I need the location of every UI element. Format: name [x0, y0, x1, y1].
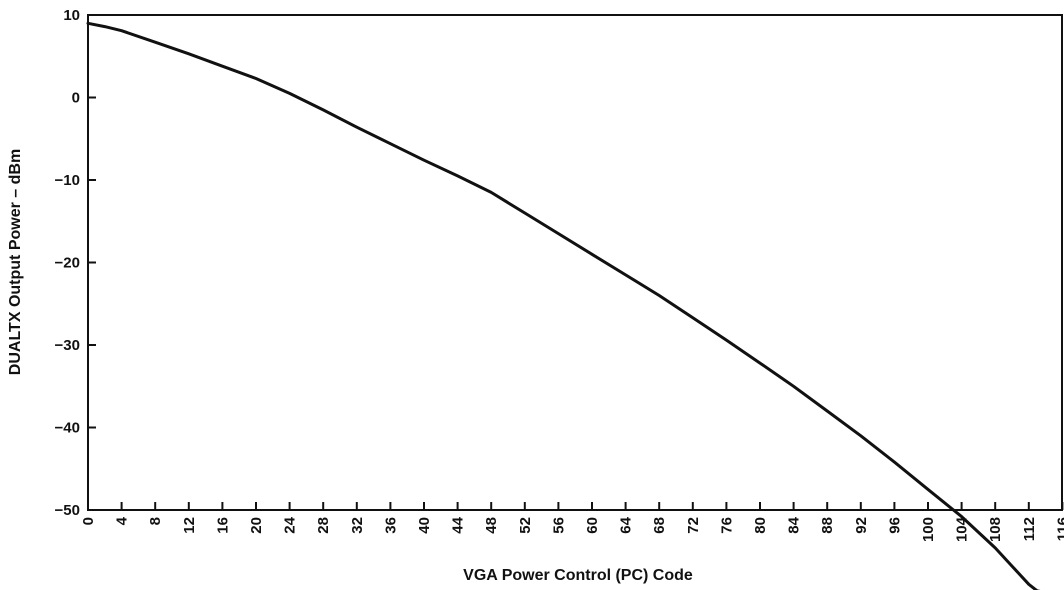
x-tick-label: 56 — [550, 517, 567, 534]
y-tick-label: 0 — [72, 90, 80, 107]
x-axis-ticks: 0 4 8 12 16 20 24 28 32 36 40 44 48 52 56 60 64 68 72 76 80 8… — [80, 502, 1064, 542]
x-tick-label: 28 — [315, 517, 332, 534]
series-line — [86, 21, 1041, 590]
x-tick-label: 84 — [786, 516, 803, 533]
x-axis-title: VGA Power Control (PC) Code — [463, 567, 693, 584]
x-tick-label: 32 — [349, 517, 366, 534]
y-tick-label: −20 — [55, 255, 80, 272]
x-tick-label: 72 — [685, 517, 702, 534]
x-tick-label: 44 — [450, 516, 467, 533]
x-tick-label: 8 — [147, 517, 164, 525]
y-tick-label: −50 — [55, 502, 80, 519]
y-tick-label: −10 — [55, 172, 80, 189]
x-tick-label: 76 — [718, 517, 735, 534]
x-tick-label: 52 — [517, 517, 534, 534]
x-tick-label: 112 — [1021, 517, 1038, 541]
x-tick-label: 116 — [1054, 517, 1064, 541]
x-tick-label: 96 — [886, 517, 903, 534]
x-tick-label: 12 — [181, 517, 198, 534]
x-tick-label: 68 — [651, 517, 668, 534]
y-tick-label: 10 — [63, 7, 80, 24]
x-tick-label: 4 — [114, 516, 131, 525]
y-tick-label: −30 — [55, 337, 80, 354]
y-axis-ticks: 10 0 −10 −20 −30 −40 −50 — [55, 7, 96, 519]
x-tick-label: 88 — [819, 517, 836, 534]
x-tick-label: 64 — [618, 516, 635, 533]
x-tick-label: 80 — [752, 517, 769, 534]
x-tick-label: 100 — [920, 517, 937, 542]
y-tick-label: −40 — [55, 420, 80, 437]
series-layer — [86, 21, 1041, 590]
x-tick-label: 36 — [382, 517, 399, 534]
x-tick-label: 108 — [987, 517, 1004, 542]
x-tick-label: 60 — [584, 517, 601, 534]
x-tick-label: 0 — [80, 517, 97, 525]
x-tick-label: 92 — [853, 517, 870, 534]
y-axis-title: DUALTX Output Power – dBm — [7, 149, 24, 375]
x-tick-label: 40 — [416, 517, 433, 534]
x-tick-label: 104 — [954, 516, 971, 542]
x-tick-label: 16 — [214, 517, 231, 534]
x-tick-label: 24 — [282, 516, 299, 533]
x-tick-label: 48 — [483, 517, 500, 534]
x-tick-label: 20 — [248, 517, 265, 534]
plot-frame — [87, 14, 1063, 511]
